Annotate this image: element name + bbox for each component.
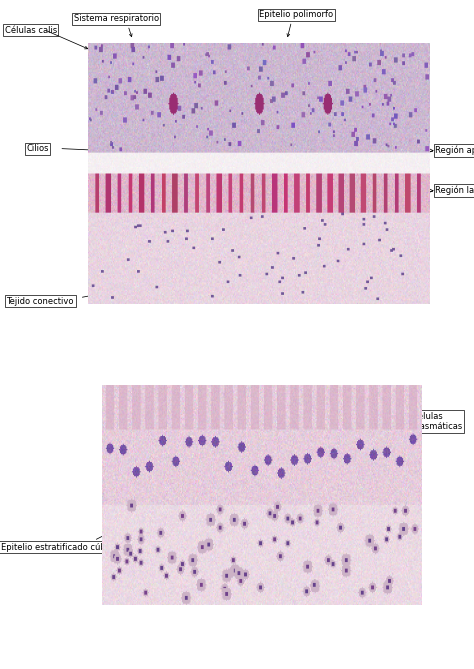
Text: Tejido conectivo: Tejido conectivo [7,296,74,306]
Text: Células epiteliales
simple cubico: Células epiteliales simple cubico [319,557,396,577]
Text: Cilios: Cilios [26,144,48,153]
Text: Epitelio pseudoestratificado
cilíndrico: Epitelio pseudoestratificado cilíndrico [252,273,369,292]
Text: Región apical: Región apical [435,146,474,155]
Text: Sistema respiratorio: Sistema respiratorio [73,14,159,23]
Text: Células
plasmáticas: Células plasmáticas [412,412,463,431]
Text: Red de
hematotesticular: Red de hematotesticular [168,561,240,579]
Text: Epitelio polimorfo: Epitelio polimorfo [259,10,333,19]
Text: Región lateral: Región lateral [435,186,474,195]
Text: Epitelio estratificado cúbico: Epitelio estratificado cúbico [1,543,118,552]
Text: Células calis: Células calis [5,25,57,35]
